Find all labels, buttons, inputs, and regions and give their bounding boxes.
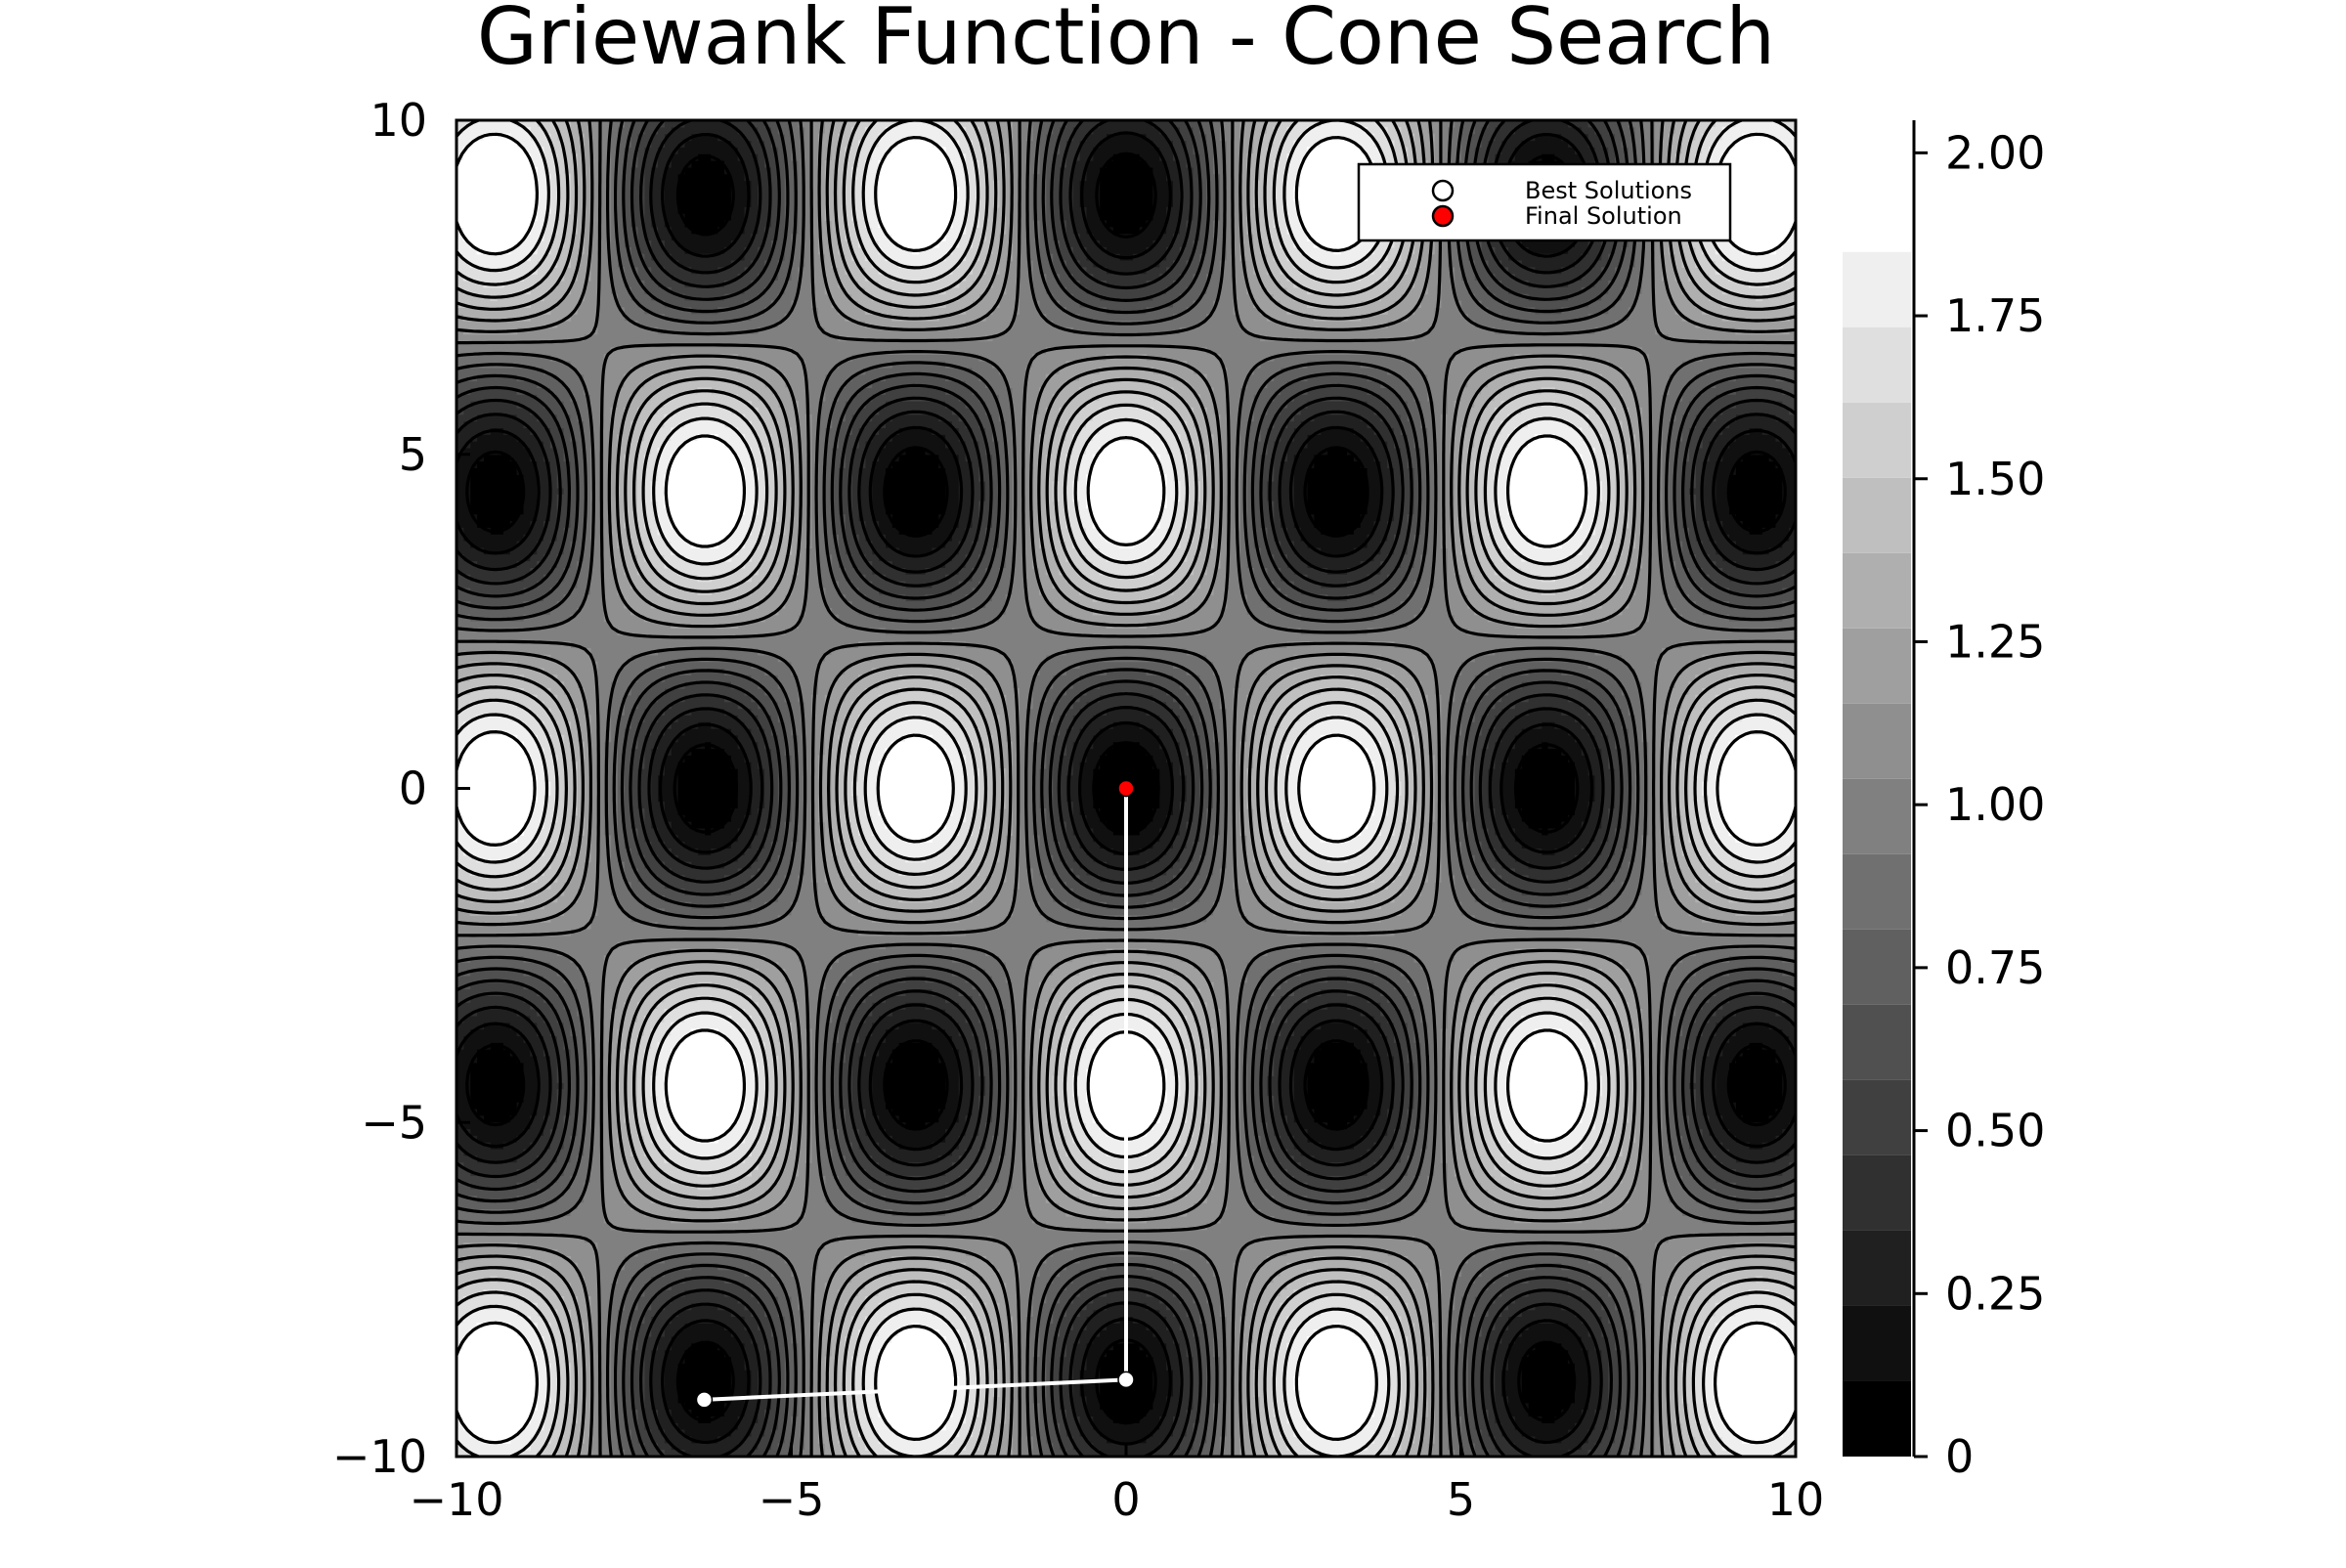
colorbar-tick-label-1: 0.25 xyxy=(1945,1267,2045,1320)
colorbar-tick-label-4: 1.00 xyxy=(1945,778,2045,831)
colorbar-swatch-1 xyxy=(1843,1306,1911,1381)
colorbar-tick-label-0: 0 xyxy=(1945,1430,1974,1483)
colorbar-swatch-10 xyxy=(1843,629,1911,704)
chart-title: Griewank Function - Cone Search xyxy=(477,0,1775,82)
colorbar: 0 0.25 0.50 0.75 1.00 1.25 1.50 1.75 2.00 xyxy=(1843,120,2045,1483)
y-tick-label-4: 10 xyxy=(369,94,427,147)
colorbar-swatch-14 xyxy=(1843,327,1911,403)
colorbar-swatch-16 xyxy=(1843,177,1911,252)
colorbar-tick-label-7: 1.75 xyxy=(1945,289,2045,342)
colorbar-tick-label-5: 1.25 xyxy=(1945,615,2045,668)
best-solutions-point-0 xyxy=(696,1392,712,1408)
colorbar-tick-label-6: 1.50 xyxy=(1945,453,2045,505)
colorbar-swatch-8 xyxy=(1843,779,1911,854)
legend-marker-best-solutions xyxy=(1433,181,1453,200)
colorbar-swatch-11 xyxy=(1843,553,1911,629)
colorbar-tick-label-3: 0.75 xyxy=(1945,941,2045,994)
x-tick-label-1: −5 xyxy=(759,1473,825,1526)
x-tick-label-4: 10 xyxy=(1767,1473,1825,1526)
colorbar-swatch-15 xyxy=(1843,252,1911,327)
y-tick-label-3: 5 xyxy=(399,428,427,481)
colorbar-tick-label-2: 0.50 xyxy=(1945,1105,2045,1157)
colorbar-swatch-0 xyxy=(1843,1381,1911,1457)
y-tick-label-1: −5 xyxy=(361,1096,427,1149)
colorbar-swatch-6 xyxy=(1843,930,1911,1005)
legend-label-final-solution: Final Solution xyxy=(1525,202,1682,230)
colorbar-swatch-3 xyxy=(1843,1155,1911,1231)
colorbar-swatch-2 xyxy=(1843,1231,1911,1306)
colorbar-swatch-5 xyxy=(1843,1005,1911,1080)
legend-label-best-solutions: Best Solutions xyxy=(1525,177,1692,204)
colorbar-swatch-7 xyxy=(1843,854,1911,930)
colorbar-swatch-13 xyxy=(1843,403,1911,478)
y-tick-label-2: 0 xyxy=(399,762,427,815)
colorbar-tick-label-8: 2.00 xyxy=(1945,126,2045,179)
x-tick-label-3: 5 xyxy=(1447,1473,1475,1526)
best-solutions-point-1 xyxy=(1118,1372,1134,1387)
colorbar-swatch-4 xyxy=(1843,1080,1911,1155)
y-tick-label-0: −10 xyxy=(332,1430,427,1483)
colorbar-swatch-9 xyxy=(1843,704,1911,779)
colorbar-swatch-12 xyxy=(1843,478,1911,553)
x-tick-label-2: 0 xyxy=(1111,1473,1140,1526)
legend-marker-final-solution xyxy=(1433,206,1453,226)
final-solution-point-0 xyxy=(1118,781,1134,797)
